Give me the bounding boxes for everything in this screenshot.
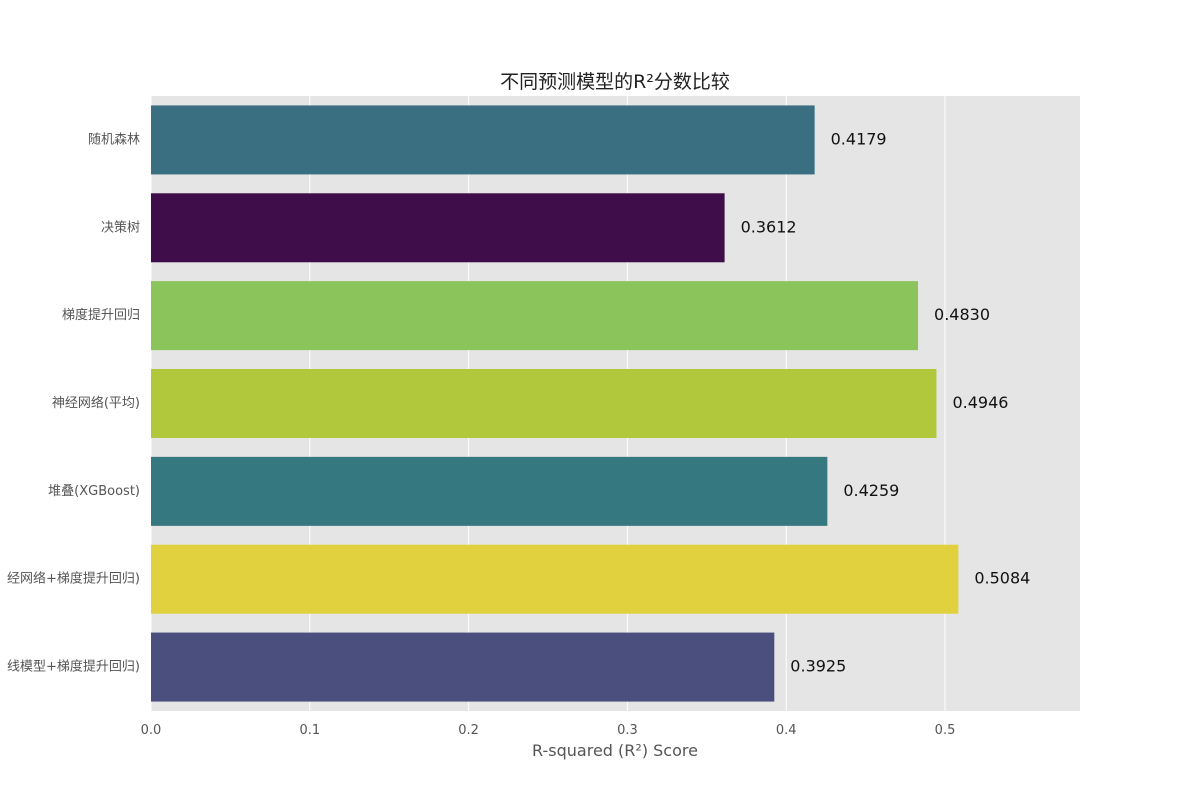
bar-value-label: 0.3925	[790, 657, 846, 676]
bar	[151, 632, 775, 702]
x-tick-label: 0.0	[141, 723, 162, 738]
x-tick-label: 0.5	[935, 723, 956, 738]
bar-value-label: 0.4946	[952, 393, 1008, 412]
bar-value-label: 0.5084	[974, 569, 1030, 588]
bar-value-label: 0.4179	[831, 129, 887, 148]
value-labels: 0.4179 0.3612 0.4830 0.4946 0.4259 0.5084 0.39…	[741, 129, 1031, 675]
category-label: 决策树	[101, 219, 140, 235]
x-tick-label: 0.3	[617, 723, 638, 738]
category-label: 梯度提升回归	[62, 307, 140, 323]
category-label: 神经网络(平均)	[52, 395, 140, 411]
bar	[151, 193, 725, 263]
bar	[151, 544, 959, 614]
chart-title: 不同预测模型的R²分数比较	[500, 71, 730, 93]
category-label: 经网络+梯度提升回归)	[7, 571, 140, 587]
bar	[151, 456, 828, 526]
category-label: 随机森林	[88, 132, 140, 147]
bar-value-label: 0.4830	[934, 305, 990, 324]
x-axis-label: R-squared (R²) Score	[532, 741, 698, 760]
bar-value-label: 0.3612	[741, 217, 797, 236]
bar-value-label: 0.4259	[843, 481, 899, 500]
x-tick-labels: 0.0 0.1 0.2 0.3 0.4 0.5	[141, 723, 956, 738]
x-tick-label: 0.2	[458, 723, 479, 738]
bar	[151, 369, 937, 438]
category-label: 堆叠(XGBoost)	[48, 484, 140, 499]
x-tick-label: 0.1	[299, 723, 320, 738]
category-label: 线模型+梯度提升回归)	[7, 659, 140, 675]
bar	[151, 281, 919, 351]
bar	[151, 105, 815, 175]
x-tick-label: 0.4	[776, 723, 797, 738]
bars	[151, 105, 959, 702]
